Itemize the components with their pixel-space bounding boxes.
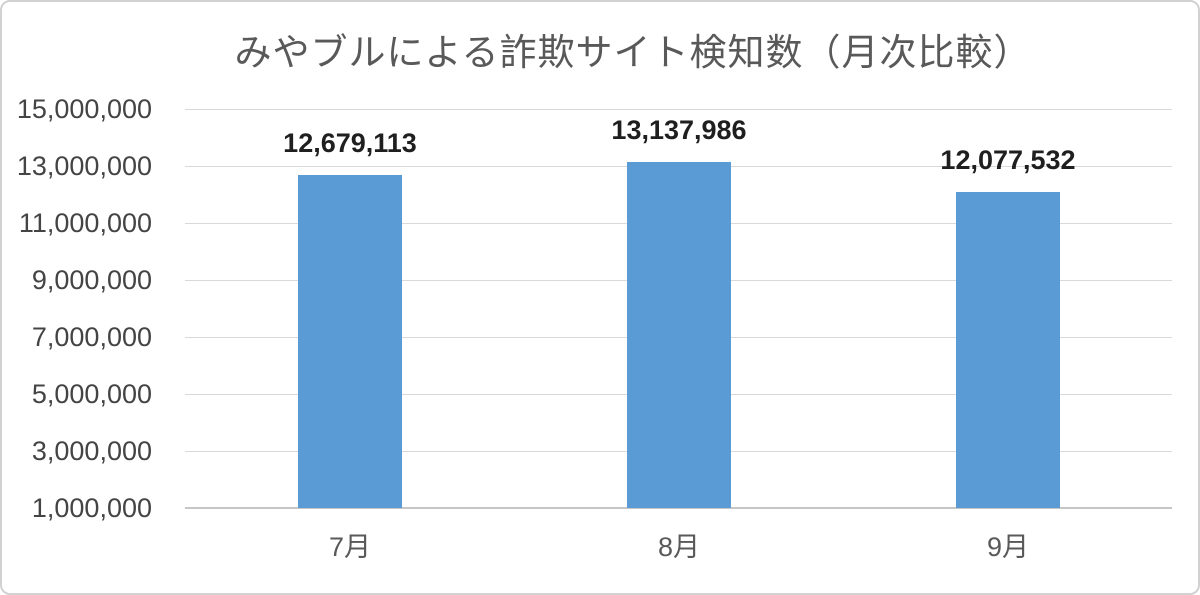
data-label-3: 12,077,532	[940, 145, 1076, 175]
y-tick-label: 15,000,000	[16, 94, 152, 124]
y-tick-label: 1,000,000	[31, 493, 152, 523]
x-axis-line	[185, 507, 1172, 509]
y-tick-label: 7,000,000	[31, 322, 152, 352]
data-label-2: 13,137,986	[611, 115, 747, 145]
chart-title: みやブルによる詐欺サイト検知数（月次比較）	[234, 32, 1032, 73]
y-axis-labels: 15,000,000 13,000,000 11,000,000 9,000,000 7…	[0, 94, 152, 523]
plot-area: 12,679,113 13,137,986 12,077,532	[185, 109, 1172, 509]
y-tick-label: 5,000,000	[31, 379, 152, 409]
gridline	[185, 109, 1172, 110]
data-label-1: 12,679,113	[283, 128, 417, 158]
x-tick-label-3: 9月	[986, 532, 1030, 562]
bar-2	[627, 162, 731, 508]
x-axis-labels: 7月 8月 9月	[185, 530, 1172, 570]
y-tick-label: 11,000,000	[18, 208, 152, 238]
x-tick-label-2: 8月	[657, 532, 701, 562]
y-tick-label: 3,000,000	[31, 436, 152, 466]
bar-1	[298, 175, 402, 508]
x-tick-label-1: 7月	[328, 532, 372, 562]
y-tick-label: 13,000,000	[16, 151, 152, 181]
bar-3	[956, 192, 1060, 508]
y-tick-label: 9,000,000	[31, 265, 152, 295]
